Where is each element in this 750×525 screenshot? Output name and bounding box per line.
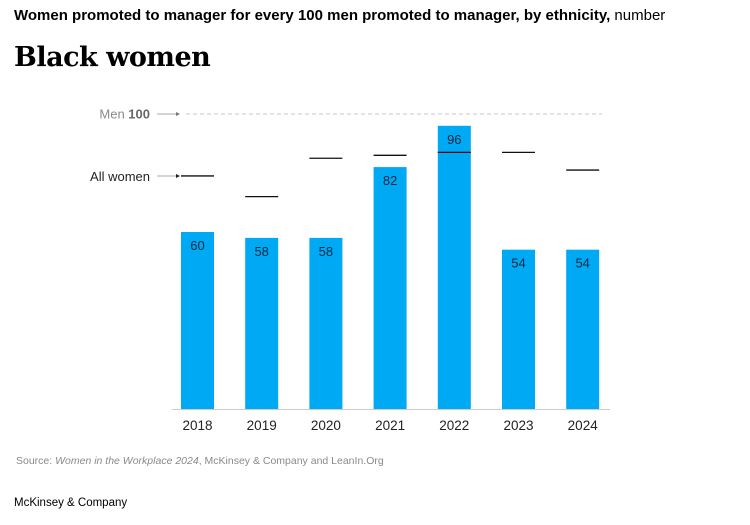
arrow-icon [176,112,180,116]
men-label: Men 100 [99,107,150,122]
bar-2021 [373,167,407,409]
x-tick-2023: 2023 [503,418,533,433]
data-label-2019: 58 [254,244,268,259]
data-label-2021: 82 [383,173,397,188]
data-label-2024: 54 [575,256,589,271]
title-text: Women promoted to manager for every 100 … [14,7,611,24]
x-tick-2021: 2021 [375,418,405,433]
data-label-2023: 54 [511,256,525,271]
chart-title: Women promoted to manager for every 100 … [14,7,665,24]
x-tick-2018: 2018 [182,418,212,433]
data-label-2020: 58 [319,244,333,259]
all-women-label: All women [90,169,150,184]
source-note: Source: Women in the Workplace 2024, McK… [16,455,384,467]
bar-2019 [245,237,279,409]
data-label-2022: 96 [447,132,461,147]
bar-2024 [566,249,600,409]
chart-subtitle: Black women [14,42,211,73]
arrow-icon [176,173,180,178]
data-label-2018: 60 [190,238,204,253]
x-tick-2024: 2024 [568,418,599,433]
brand-logo-text: McKinsey & Company [14,497,128,509]
x-tick-2020: 2020 [311,418,341,433]
x-tick-2019: 2019 [247,418,277,433]
bar-2020 [309,237,343,409]
bar-chart: Men 100 All women 60 2018 58 2019 58 2020 82 2021… [90,107,610,433]
x-tick-2022: 2022 [439,418,469,433]
bar-2018 [181,232,214,409]
title-unit: number [614,7,666,24]
bar-2023 [502,249,535,409]
bar-2022 [437,125,471,410]
